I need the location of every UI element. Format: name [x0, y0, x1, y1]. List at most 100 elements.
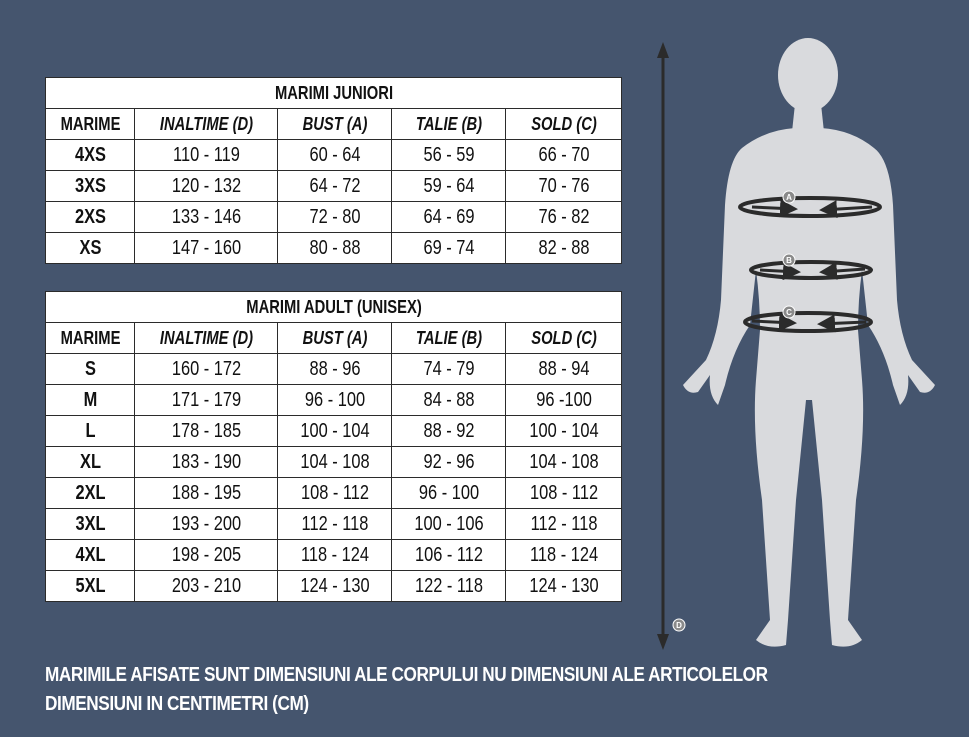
bust-measure-band — [738, 196, 882, 219]
table-row: 2XL 188 - 195 108 - 112 96 - 100 108 - 112 — [46, 477, 622, 509]
size-cell: 5XL — [53, 570, 127, 602]
marker-a-icon: A — [782, 190, 796, 204]
hip-cell: 112 - 118 — [515, 508, 612, 540]
adult-size-table: MARIMI ADULT (UNISEX) MARIME INALTIME (D… — [45, 291, 623, 602]
waist-cell: 92 - 96 — [401, 446, 496, 478]
hip-cell: 124 - 130 — [515, 570, 612, 602]
height-arrow-top-icon — [657, 42, 669, 58]
waist-cell: 59 - 64 — [401, 170, 496, 202]
table-row: XS 147 - 160 80 - 88 69 - 74 82 - 88 — [46, 232, 622, 264]
waist-cell: 100 - 106 — [401, 508, 496, 540]
hip-cell: 100 - 104 — [515, 415, 612, 447]
size-cell: M — [53, 384, 127, 416]
height-cell: 171 - 179 — [146, 384, 266, 416]
header-cell: SOLD (C) — [515, 322, 612, 354]
bust-cell: 124 - 130 — [287, 570, 382, 602]
hip-cell: 96 -100 — [515, 384, 612, 416]
header-cell: INALTIME (D) — [146, 108, 266, 140]
height-cell: 147 - 160 — [146, 232, 266, 264]
adult-table-title: MARIMI ADULT (UNISEX) — [96, 291, 571, 323]
header-cell: INALTIME (D) — [146, 322, 266, 354]
height-arrow-bottom-icon — [657, 634, 669, 650]
size-cell: XS — [53, 232, 127, 264]
body-measurement-figure: A B C D — [657, 38, 935, 650]
size-cell: L — [53, 415, 127, 447]
waist-cell: 122 - 118 — [401, 570, 496, 602]
size-cell: XL — [53, 446, 127, 478]
hip-cell: 118 - 124 — [515, 539, 612, 571]
body-silhouette — [683, 38, 935, 647]
table-row: S 160 - 172 88 - 96 74 - 79 88 - 94 — [46, 353, 622, 385]
waist-cell: 64 - 69 — [401, 201, 496, 233]
bust-cell: 96 - 100 — [287, 384, 382, 416]
size-cell: 4XL — [53, 539, 127, 571]
marker-b-label: B — [786, 256, 792, 265]
bust-cell: 72 - 80 — [287, 201, 382, 233]
table-row: XL 183 - 190 104 - 108 92 - 96 104 - 108 — [46, 446, 622, 478]
table-row: 4XL 198 - 205 118 - 124 106 - 112 118 - 124 — [46, 539, 622, 571]
bust-cell: 112 - 118 — [287, 508, 382, 540]
marker-c-label: C — [786, 308, 792, 317]
bust-cell: 60 - 64 — [287, 139, 382, 171]
header-cell: TALIE (B) — [401, 322, 496, 354]
marker-d-icon: D — [672, 618, 686, 632]
junior-size-table: MARIMI JUNIORI MARIME INALTIME (D) BUST … — [45, 77, 622, 264]
bust-cell: 100 - 104 — [287, 415, 382, 447]
table-row: 2XS 133 - 146 72 - 80 64 - 69 76 - 82 — [46, 201, 622, 233]
bust-cell: 104 - 108 — [287, 446, 382, 478]
waist-cell: 106 - 112 — [401, 539, 496, 571]
waist-cell: 69 - 74 — [401, 232, 496, 264]
height-cell: 193 - 200 — [146, 508, 266, 540]
marker-a-label: A — [786, 193, 792, 202]
hip-cell: 88 - 94 — [515, 353, 612, 385]
size-cell: S — [53, 353, 127, 385]
waist-cell: 84 - 88 — [401, 384, 496, 416]
size-cell: 3XS — [53, 170, 127, 202]
height-cell: 178 - 185 — [146, 415, 266, 447]
hip-cell: 76 - 82 — [515, 201, 612, 233]
adult-header-row: MARIME INALTIME (D) BUST (A) TALIE (B) S… — [46, 322, 622, 354]
bust-cell: 88 - 96 — [287, 353, 382, 385]
junior-header-row: MARIME INALTIME (D) BUST (A) TALIE (B) S… — [46, 108, 622, 140]
height-cell: 183 - 190 — [146, 446, 266, 478]
height-cell: 110 - 119 — [146, 139, 266, 171]
hip-cell: 70 - 76 — [515, 170, 612, 202]
height-cell: 120 - 132 — [146, 170, 266, 202]
waist-cell: 56 - 59 — [401, 139, 496, 171]
size-cell: 3XL — [53, 508, 127, 540]
hip-cell: 66 - 70 — [515, 139, 612, 171]
header-cell: MARIME — [53, 108, 127, 140]
size-cell: 4XS — [53, 139, 127, 171]
table-row: 3XL 193 - 200 112 - 118 100 - 106 112 - 118 — [46, 508, 622, 540]
header-cell: TALIE (B) — [401, 108, 496, 140]
waist-cell: 74 - 79 — [401, 353, 496, 385]
bust-cell: 80 - 88 — [287, 232, 382, 264]
waist-cell: 88 - 92 — [401, 415, 496, 447]
table-row: M 171 - 179 96 - 100 84 - 88 96 -100 — [46, 384, 622, 416]
hip-cell: 104 - 108 — [515, 446, 612, 478]
size-cell: 2XS — [53, 201, 127, 233]
height-cell: 188 - 195 — [146, 477, 266, 509]
height-cell: 133 - 146 — [146, 201, 266, 233]
bust-cell: 118 - 124 — [287, 539, 382, 571]
table-row: 4XS 110 - 119 60 - 64 56 - 59 66 - 70 — [46, 139, 622, 171]
header-cell: MARIME — [53, 322, 127, 354]
marker-b-icon: B — [782, 253, 796, 267]
header-cell: BUST (A) — [287, 322, 382, 354]
body-dimensions-note: MARIMILE AFISATE SUNT DIMENSIUNI ALE COR… — [45, 664, 768, 686]
header-cell: BUST (A) — [287, 108, 382, 140]
table-row: 3XS 120 - 132 64 - 72 59 - 64 70 - 76 — [46, 170, 622, 202]
junior-table-title: MARIMI JUNIORI — [96, 77, 571, 109]
header-cell: SOLD (C) — [515, 108, 612, 140]
waist-cell: 96 - 100 — [401, 477, 496, 509]
height-cell: 198 - 205 — [146, 539, 266, 571]
height-cell: 203 - 210 — [146, 570, 266, 602]
table-row: 5XL 203 - 210 124 - 130 122 - 118 124 - 130 — [46, 570, 622, 602]
hip-cell: 108 - 112 — [515, 477, 612, 509]
marker-d-label: D — [676, 621, 682, 630]
hip-measure-band — [743, 311, 873, 333]
table-row: L 178 - 185 100 - 104 88 - 92 100 - 104 — [46, 415, 622, 447]
units-note: DIMENSIUNI IN CENTIMETRI (CM) — [45, 693, 309, 715]
marker-c-icon: C — [782, 305, 796, 319]
hip-cell: 82 - 88 — [515, 232, 612, 264]
